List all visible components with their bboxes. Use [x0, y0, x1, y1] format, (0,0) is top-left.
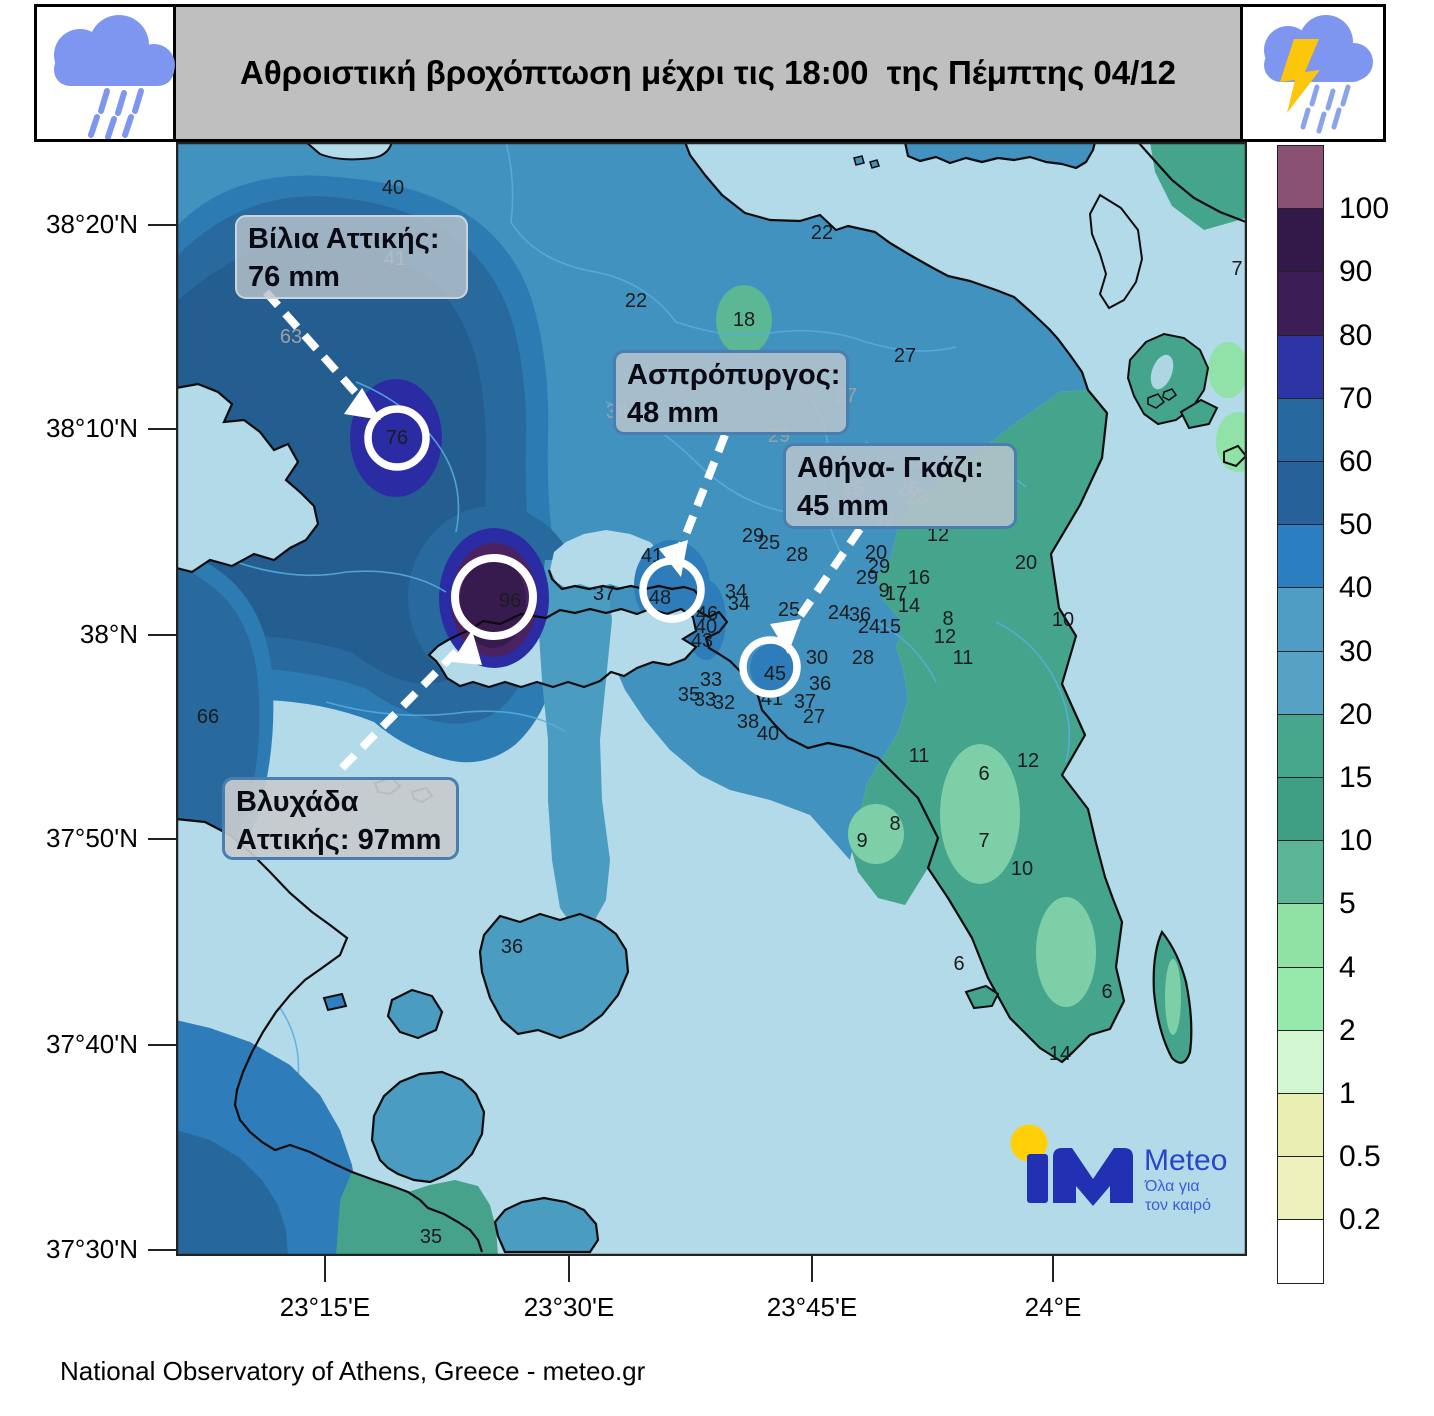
- svg-text:6: 6: [978, 763, 989, 785]
- svg-text:34: 34: [725, 581, 747, 603]
- svg-text:43: 43: [691, 630, 713, 652]
- svg-text:28: 28: [852, 647, 874, 669]
- svg-text:32: 32: [713, 692, 735, 714]
- svg-text:11: 11: [953, 647, 974, 669]
- svg-text:τον καιρό: τον καιρό: [1145, 1197, 1211, 1214]
- svg-text:Meteo: Meteo: [1144, 1144, 1227, 1177]
- svg-text:20: 20: [1015, 552, 1037, 574]
- svg-text:11: 11: [909, 745, 930, 767]
- svg-text:37: 37: [794, 691, 816, 713]
- svg-text:24: 24: [828, 602, 850, 624]
- svg-text:38: 38: [737, 711, 759, 733]
- svg-text:12: 12: [1017, 750, 1039, 772]
- svg-text:76: 76: [386, 427, 408, 449]
- svg-text:25: 25: [758, 532, 780, 554]
- svg-text:29: 29: [856, 567, 878, 589]
- svg-text:25: 25: [778, 599, 800, 621]
- svg-text:63: 63: [280, 326, 302, 348]
- svg-text:33: 33: [694, 689, 716, 711]
- svg-text:28: 28: [786, 544, 808, 566]
- svg-text:8: 8: [889, 813, 900, 835]
- svg-text:15: 15: [879, 616, 901, 638]
- svg-text:18: 18: [733, 309, 755, 331]
- svg-text:40: 40: [695, 616, 717, 638]
- svg-text:7: 7: [1231, 258, 1242, 280]
- svg-text:45: 45: [764, 663, 786, 685]
- svg-text:Όλα για: Όλα για: [1144, 1178, 1200, 1195]
- svg-text:6: 6: [1101, 981, 1112, 1003]
- svg-text:14: 14: [898, 595, 920, 617]
- svg-text:27: 27: [894, 345, 916, 367]
- svg-text:35: 35: [420, 1226, 442, 1248]
- svg-text:17: 17: [885, 583, 907, 605]
- svg-text:35: 35: [678, 684, 700, 706]
- svg-text:10: 10: [1011, 858, 1033, 880]
- svg-text:34: 34: [728, 593, 750, 615]
- svg-text:40: 40: [382, 177, 404, 199]
- svg-text:40: 40: [757, 723, 779, 745]
- svg-text:46: 46: [696, 603, 718, 625]
- svg-text:7: 7: [978, 830, 989, 852]
- svg-text:9: 9: [856, 830, 867, 852]
- svg-text:29: 29: [868, 556, 890, 578]
- svg-text:22: 22: [811, 222, 833, 244]
- svg-text:96: 96: [499, 590, 521, 612]
- svg-text:6: 6: [953, 953, 964, 975]
- svg-text:37: 37: [593, 583, 615, 605]
- svg-text:30: 30: [806, 647, 828, 669]
- svg-text:22: 22: [625, 290, 647, 312]
- svg-text:66: 66: [197, 706, 219, 728]
- svg-text:36: 36: [849, 604, 871, 626]
- svg-text:16: 16: [908, 567, 930, 589]
- svg-text:8: 8: [942, 608, 953, 630]
- svg-text:33: 33: [700, 669, 722, 691]
- svg-text:20: 20: [865, 542, 887, 564]
- svg-text:27: 27: [803, 706, 825, 728]
- svg-text:48: 48: [649, 587, 671, 609]
- svg-text:14: 14: [1049, 1043, 1071, 1065]
- svg-text:36: 36: [501, 936, 523, 958]
- svg-text:24: 24: [858, 616, 880, 638]
- svg-text:10: 10: [1052, 609, 1074, 631]
- svg-text:12: 12: [934, 626, 956, 648]
- svg-text:29: 29: [742, 525, 764, 547]
- svg-text:12: 12: [927, 524, 949, 546]
- svg-text:9: 9: [878, 580, 889, 602]
- svg-text:36: 36: [809, 673, 831, 695]
